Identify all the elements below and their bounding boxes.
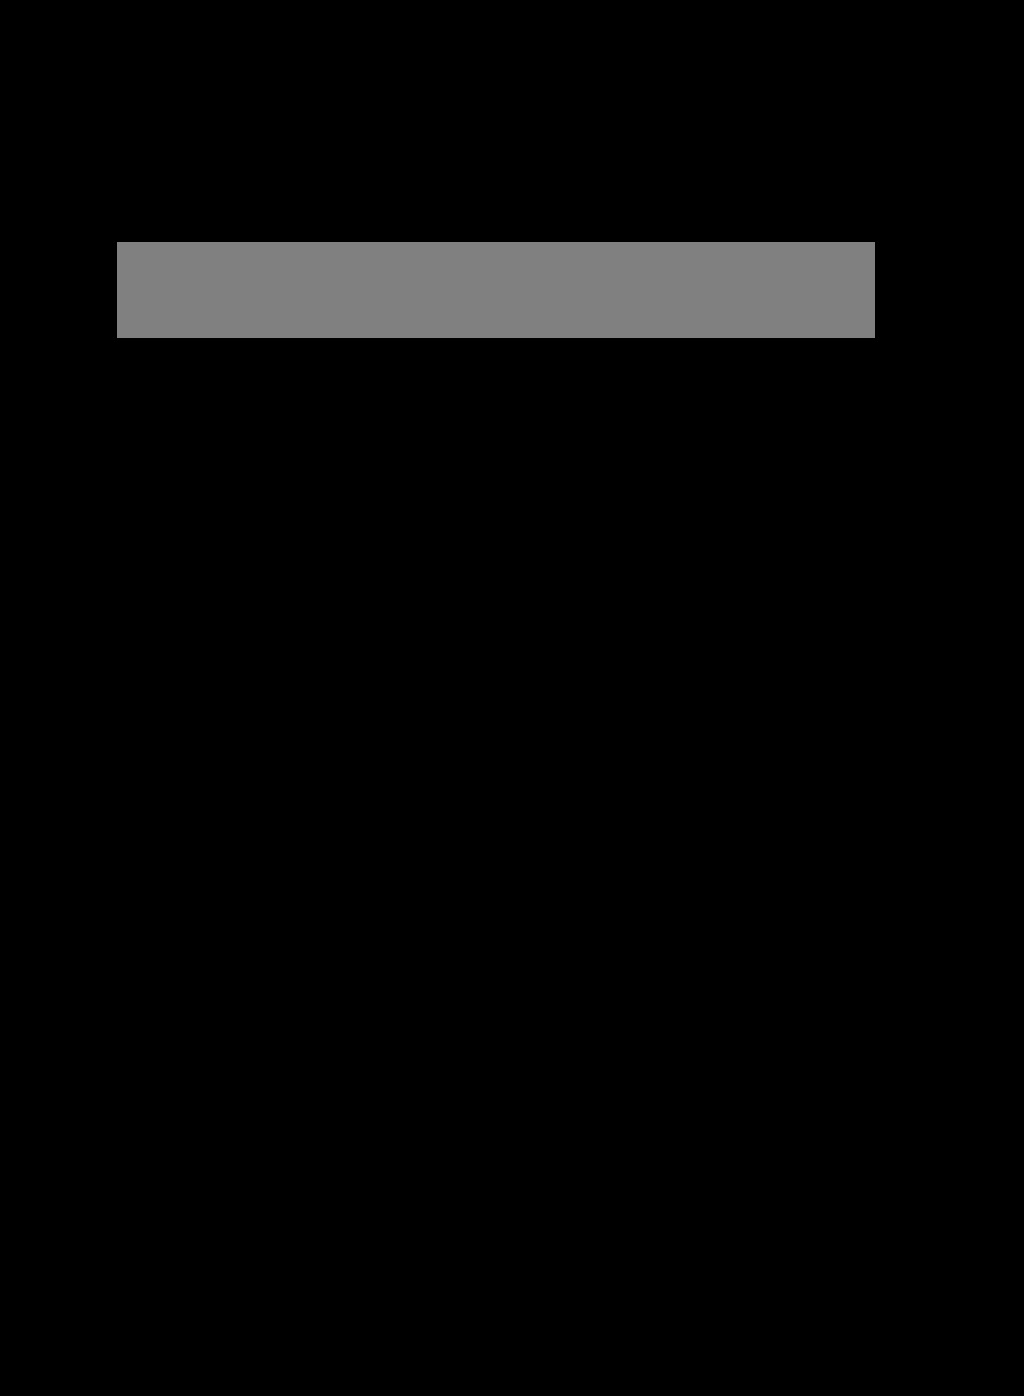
- row-label: Servidores concluintes nos cursos de cap…: [125, 402, 533, 422]
- row-label: Servidores afastados para formação (Lice…: [125, 480, 533, 521]
- row-label: Horas trabalhadas nos Cursos de Capacita…: [125, 372, 533, 392]
- table-row: Servidores concluintes nos cursos de cap…: [117, 398, 875, 427]
- row-value: 428**: [533, 441, 867, 461]
- row-value: 193***: [533, 491, 867, 511]
- table-header-bar: [117, 242, 875, 338]
- row-value: 42 cursos e 60 turmas: [533, 343, 867, 363]
- row-value: 1.284: [533, 402, 867, 422]
- table-row: Horas trabalhadas nos Cursos de Capacita…: [117, 368, 875, 397]
- summary-table: Cursos de Capacitação oferecidos 42 curs…: [117, 242, 875, 526]
- row-label: Cursos de Capacitação oferecidos: [125, 343, 533, 363]
- table-row: Servidores afastados para formação (Lice…: [117, 476, 875, 526]
- row-label: Servidores atendidos com pagamento de Ta…: [125, 431, 533, 472]
- table-body: Cursos de Capacitação oferecidos 42 curs…: [117, 338, 875, 526]
- table-row: Cursos de Capacitação oferecidos 42 curs…: [117, 338, 875, 368]
- table-row: Servidores atendidos com pagamento de Ta…: [117, 427, 875, 477]
- row-value: 1677 horas*: [533, 372, 867, 392]
